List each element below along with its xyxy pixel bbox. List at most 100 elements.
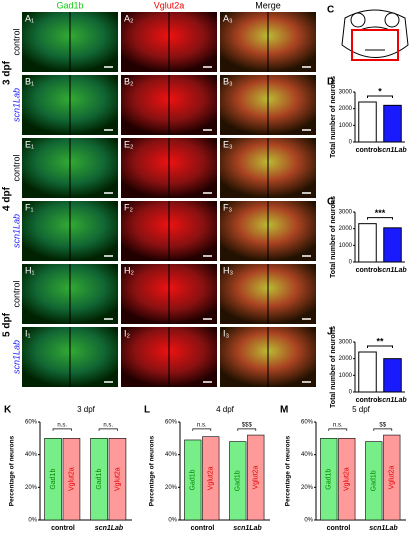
bar [338, 438, 356, 521]
bar [202, 436, 220, 521]
series-label: Vglut2a [68, 467, 75, 491]
bar [383, 227, 402, 263]
bar [90, 438, 108, 521]
significance-bracket [192, 428, 212, 431]
x-tick-label: scn1Lab [233, 525, 262, 532]
column-header: Merge [255, 0, 281, 10]
schematic [341, 9, 409, 61]
chart-title: 3 dpf [77, 405, 96, 414]
chart-title: 5 dpf [352, 405, 371, 414]
x-tick-label: control [356, 397, 380, 404]
panel-letter: G [327, 197, 335, 208]
image-label: H₂ [124, 265, 134, 275]
image-label: I₁ [25, 328, 31, 338]
x-tick-label: scn1Lab [95, 525, 124, 532]
panel-letter: J [327, 327, 333, 338]
series-label: Gad1b [235, 470, 242, 491]
significance-bracket [52, 428, 72, 431]
significance-bracket [237, 428, 257, 431]
image-label: F₁ [25, 202, 34, 212]
panel-letter: C [327, 5, 334, 16]
bar [383, 434, 401, 521]
bar [383, 358, 402, 393]
series-label: Vglut2a [114, 467, 121, 491]
significance: ** [376, 336, 384, 346]
significance: $$$ [242, 422, 253, 428]
image-label: H₁ [25, 265, 35, 275]
bar [358, 223, 377, 263]
y-tick-label: 40% [165, 452, 178, 458]
significance: *** [375, 208, 386, 218]
y-axis-label: Total number of neurons [330, 196, 337, 278]
row-label: control [11, 28, 21, 55]
y-tick-label: 0% [168, 518, 177, 524]
y-tick-label: 0% [28, 518, 37, 524]
row-label: scn1Lab [11, 88, 21, 122]
column-header: Vglut2a [154, 0, 185, 10]
x-tick-label: control [356, 147, 380, 154]
bar [383, 104, 402, 143]
x-tick-label: scn1Lab [369, 525, 398, 532]
y-tick-label: 20% [25, 485, 38, 491]
y-tick-label: 20% [301, 485, 314, 491]
series-label: Gad1b [326, 469, 333, 490]
significance-bracket [367, 217, 393, 220]
series-label: Vglut2a [208, 466, 215, 490]
series-label: Gad1b [190, 469, 197, 490]
x-tick-label: scn1Lab [378, 397, 407, 404]
y-tick-label: 3000 [339, 340, 353, 346]
y-tick-label: 0 [349, 260, 353, 266]
column-header: Gad1b [56, 0, 83, 10]
image-label: B₁ [25, 76, 34, 86]
x-tick-label: control [327, 525, 351, 532]
row-label: control [11, 154, 21, 181]
significance: n.s. [103, 422, 113, 428]
significance: $$ [379, 422, 386, 428]
image-label: I₂ [124, 328, 131, 338]
bar [358, 351, 377, 393]
significance-bracket [373, 428, 393, 431]
chart-title: 4 dpf [216, 405, 235, 414]
significance: n.s. [57, 422, 67, 428]
y-tick-label: 0 [349, 140, 353, 146]
bar [108, 438, 127, 521]
bar [247, 434, 265, 521]
image-label: B₂ [124, 76, 134, 86]
y-tick-label: 40% [25, 452, 38, 458]
bar [184, 439, 202, 521]
x-tick-label: control [191, 525, 215, 532]
y-tick-label: 60% [165, 420, 178, 426]
significance-bracket [367, 95, 393, 98]
image-label: A₂ [124, 13, 134, 23]
image-label: F₃ [223, 202, 232, 212]
y-axis-label: Total number of neurons [330, 326, 337, 408]
y-tick-label: 2000 [339, 106, 353, 112]
y-tick-label: 60% [25, 420, 38, 426]
image-label: E₃ [223, 139, 233, 149]
bar [358, 101, 377, 143]
bar [62, 438, 81, 521]
panel-letter: K [4, 405, 12, 416]
y-axis-label: Total number of neurons [330, 76, 337, 158]
y-tick-label: 2000 [339, 226, 353, 232]
image-label: H₃ [223, 265, 233, 275]
panel-letter: D [327, 77, 334, 88]
series-label: Gad1b [371, 470, 378, 491]
significance: n.s. [333, 422, 343, 428]
image-label: A₃ [223, 13, 233, 23]
image-label: A₁ [25, 13, 34, 23]
row-label: scn1Lab [11, 340, 21, 374]
bar [229, 441, 247, 521]
image-label: E₁ [25, 139, 34, 149]
x-tick-label: control [51, 525, 75, 532]
x-tick-label: control [356, 267, 380, 274]
image-label: F₂ [124, 202, 133, 212]
y-tick-label: 1000 [339, 373, 353, 379]
y-tick-label: 1000 [339, 123, 353, 129]
significance-bracket [328, 428, 348, 431]
y-axis-label: Percentage of neurons [285, 435, 292, 506]
series-label: Gad1b [96, 469, 103, 490]
significance: n.s. [197, 422, 207, 428]
panel-letter: L [144, 405, 150, 416]
